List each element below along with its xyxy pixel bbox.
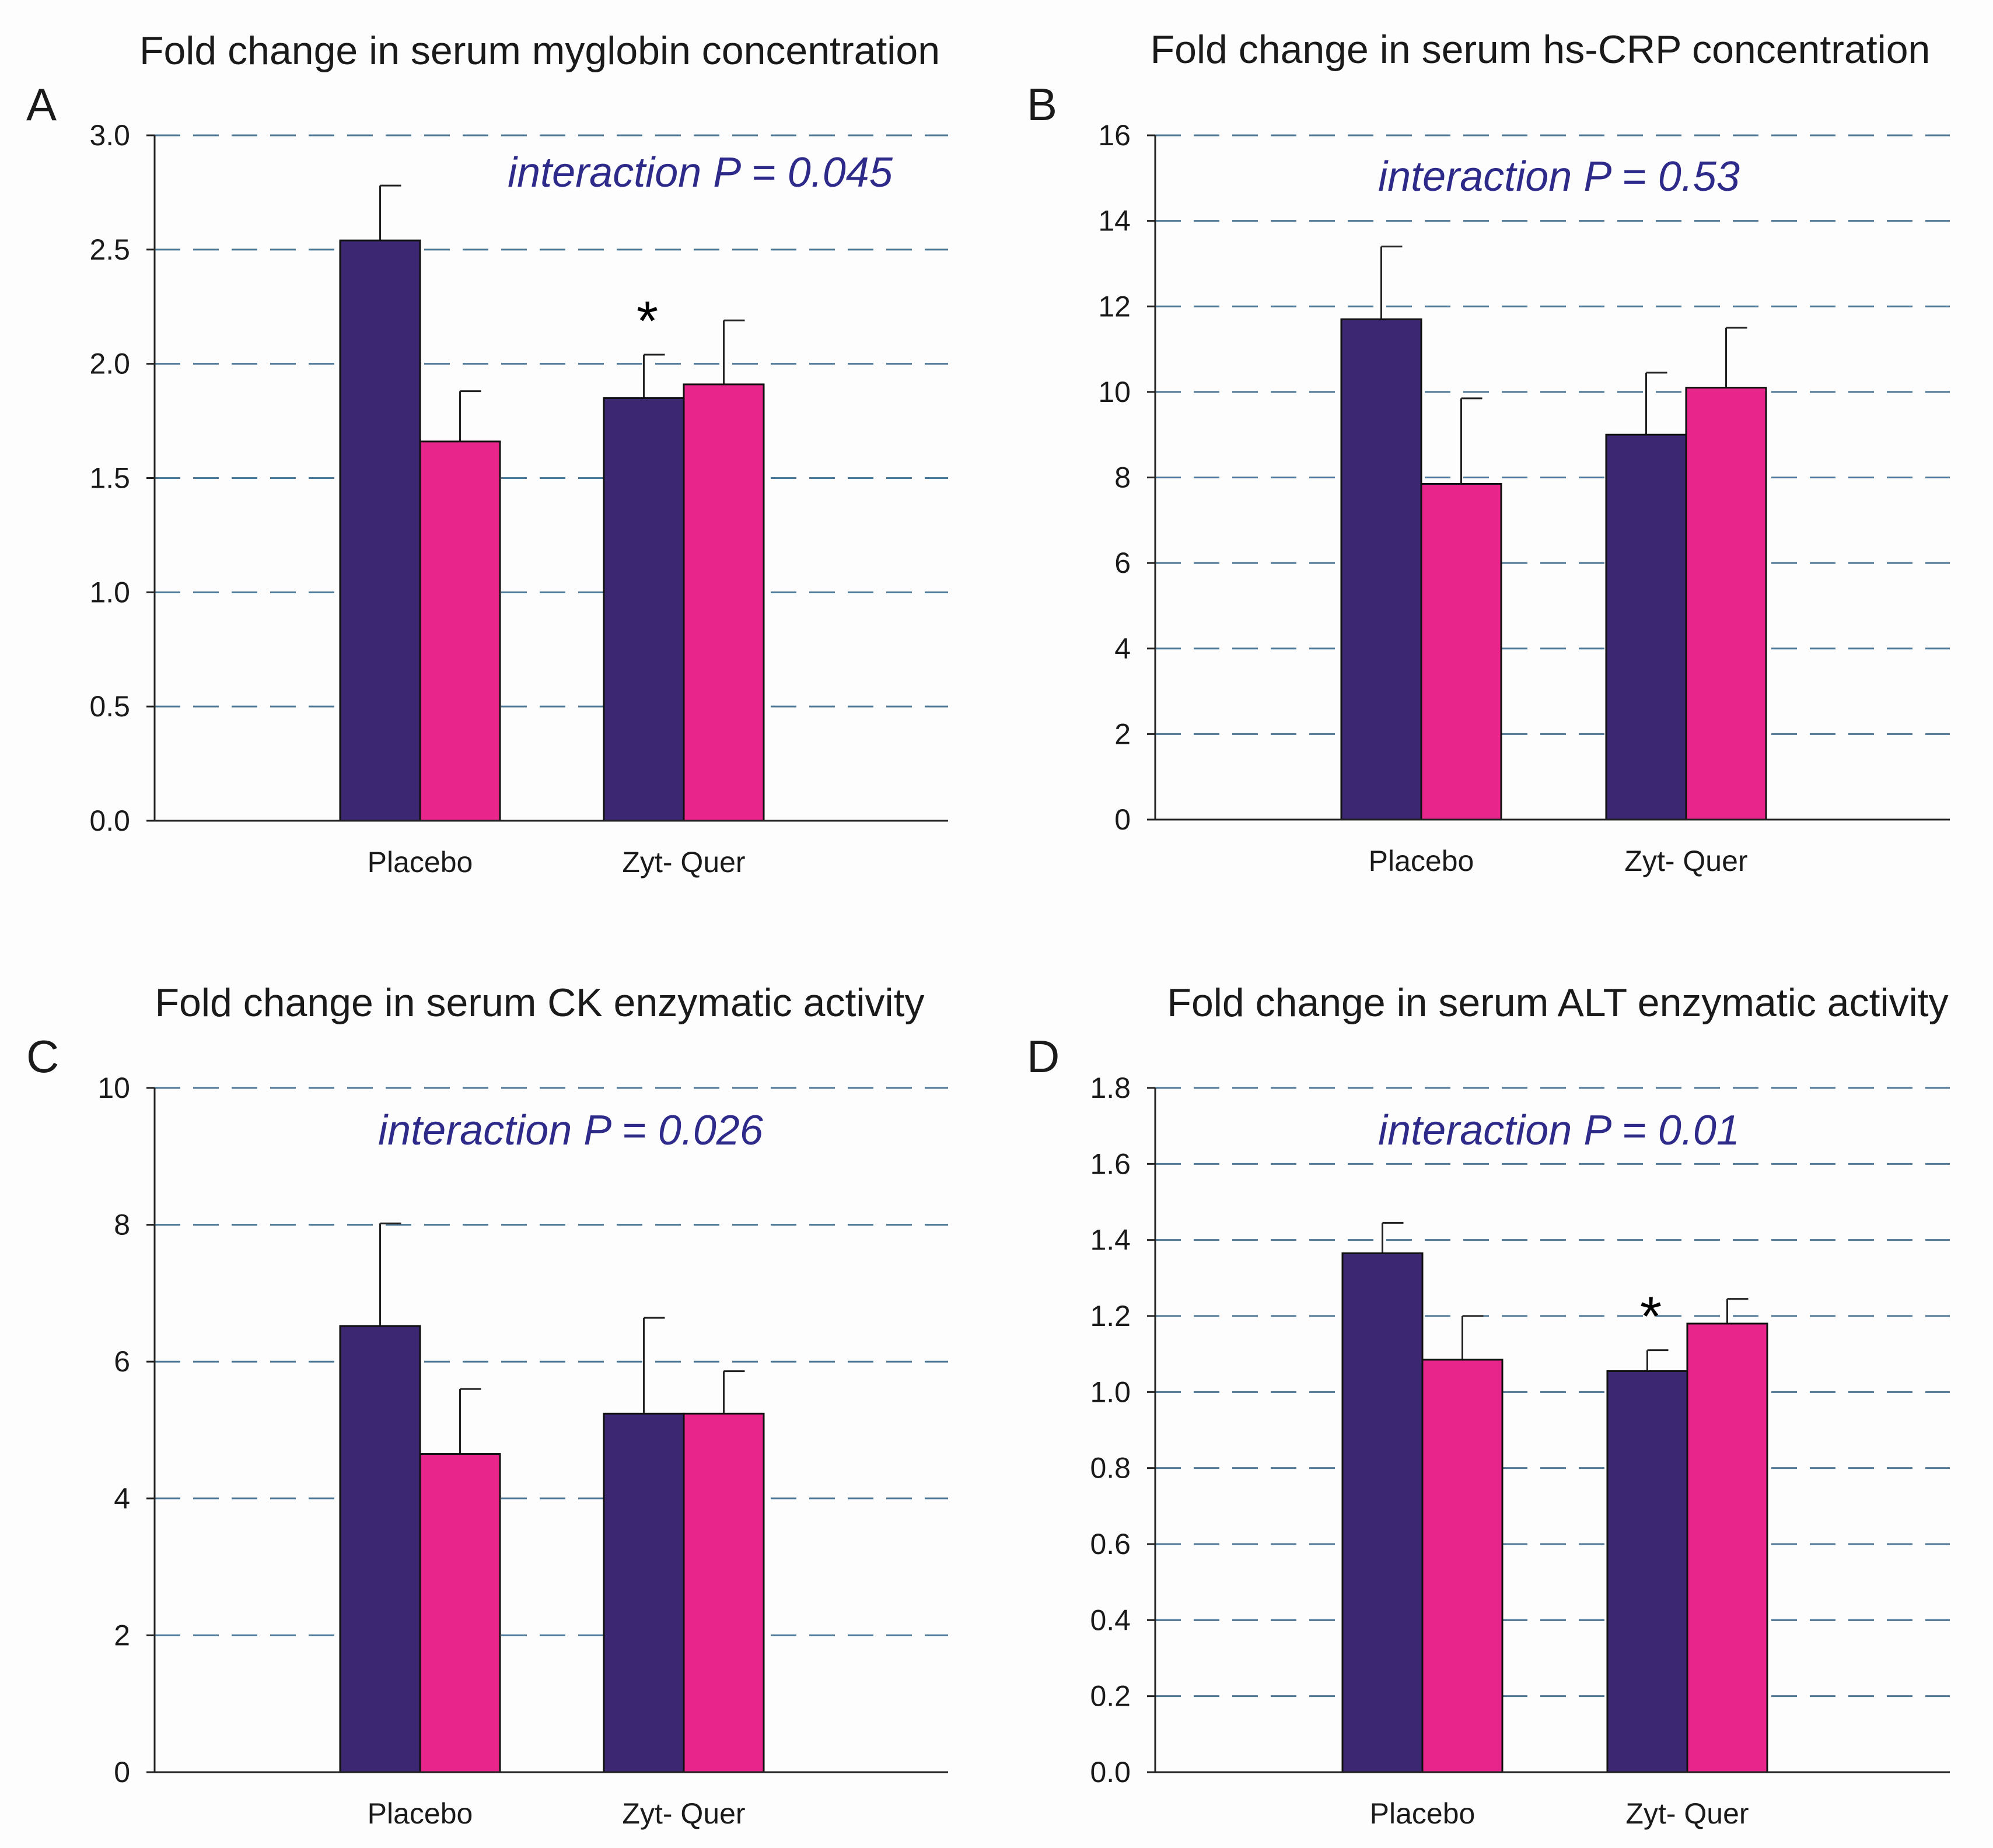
y-tick-label: 0.8 [1090, 1452, 1131, 1485]
chart-title: Fold change in serum myglobin concentrat… [139, 29, 940, 73]
y-tick-label: 2 [114, 1619, 130, 1651]
bar-2-zyt-quer [683, 1412, 765, 1773]
category-label: Zyt- Quer [622, 846, 745, 878]
interaction-annotation: interaction P = 0.01 [1378, 1107, 1740, 1154]
bar-2-placebo [1420, 482, 1502, 821]
y-tick-label: 0.5 [89, 690, 130, 723]
bar-2-placebo [419, 440, 501, 822]
bar-1-placebo [339, 239, 421, 822]
bar-1-placebo [1341, 1252, 1424, 1773]
y-tick-label: 1.0 [89, 576, 130, 608]
significance-star: * [1640, 1286, 1662, 1348]
y-tick-label: 4 [1114, 632, 1131, 665]
y-tick-label: 2 [1114, 718, 1131, 750]
y-tick-label: 1.5 [89, 462, 130, 495]
panel-letter: B [1027, 79, 1057, 130]
bar-2-zyt-quer [1686, 1322, 1768, 1773]
y-tick-label: 10 [1098, 376, 1131, 408]
chart-panel-c: C Fold change in serum CK enzymatic activ… [26, 981, 948, 1830]
y-tick-label: 0.0 [89, 804, 130, 837]
category-label: Placebo [368, 1797, 473, 1830]
bar-1-placebo [339, 1325, 421, 1773]
y-tick-label: 0.2 [1090, 1680, 1131, 1713]
chart-panel-d: D Fold change in serum ALT enzymatic acti… [1027, 981, 1950, 1830]
chart-title: Fold change in serum CK enzymatic activi… [155, 981, 925, 1025]
category-label: Zyt- Quer [1625, 1797, 1749, 1830]
y-tick-label: 3.0 [89, 119, 130, 152]
y-tick-label: 14 [1098, 205, 1131, 237]
y-tick-label: 0 [114, 1756, 130, 1788]
panel-letter: C [26, 1031, 59, 1082]
y-tick-label: 0.4 [1090, 1604, 1131, 1636]
y-tick-label: 4 [114, 1482, 130, 1515]
chart-panel-b: B Fold change in serum hs-CRP concentrati… [1027, 27, 1950, 877]
bar-1-zyt-quer [1605, 433, 1687, 821]
interaction-annotation: interaction P = 0.026 [378, 1107, 764, 1154]
y-tick-label: 0 [1114, 803, 1131, 836]
interaction-annotation: interaction P = 0.53 [1378, 153, 1740, 200]
bar-1-zyt-quer [603, 397, 685, 822]
y-tick-label: 1.8 [1090, 1072, 1131, 1104]
bar-1-zyt-quer [603, 1412, 685, 1773]
y-tick-label: 6 [1114, 547, 1131, 579]
y-tick-label: 1.6 [1090, 1147, 1131, 1180]
panel-letter: D [1027, 1031, 1060, 1082]
bar-2-zyt-quer [683, 383, 765, 822]
category-label: Placebo [1369, 845, 1474, 877]
chart-title: Fold change in serum ALT enzymatic activ… [1167, 981, 1948, 1025]
category-label: Zyt- Quer [1624, 845, 1747, 877]
category-label: Placebo [368, 846, 473, 878]
y-tick-label: 2.5 [89, 233, 130, 266]
bar-1-placebo [1340, 318, 1422, 821]
y-tick-label: 8 [114, 1209, 130, 1241]
bar-2-placebo [1421, 1359, 1504, 1773]
bar-2-placebo [419, 1453, 501, 1773]
category-label: Placebo [1370, 1797, 1475, 1830]
panel-letter: A [26, 79, 57, 130]
chart-title: Fold change in serum hs-CRP concentratio… [1151, 27, 1931, 72]
interaction-annotation: interaction P = 0.045 [508, 149, 893, 196]
y-tick-label: 6 [114, 1345, 130, 1378]
y-tick-label: 2.0 [89, 348, 130, 380]
y-tick-label: 10 [97, 1072, 130, 1104]
y-tick-label: 0.0 [1090, 1756, 1131, 1788]
y-tick-label: 8 [1114, 461, 1131, 494]
category-label: Zyt- Quer [622, 1797, 745, 1830]
y-tick-label: 1.0 [1090, 1376, 1131, 1408]
y-tick-label: 1.2 [1090, 1300, 1131, 1332]
significance-star: * [637, 290, 658, 352]
bar-1-zyt-quer [1606, 1370, 1688, 1773]
chart-panel-a: A Fold change in serum myglobin concentra… [26, 29, 948, 878]
bar-2-zyt-quer [1685, 387, 1767, 821]
y-tick-label: 16 [1098, 119, 1131, 152]
y-tick-label: 12 [1098, 290, 1131, 323]
y-tick-label: 0.6 [1090, 1528, 1131, 1560]
y-tick-label: 1.4 [1090, 1224, 1131, 1256]
